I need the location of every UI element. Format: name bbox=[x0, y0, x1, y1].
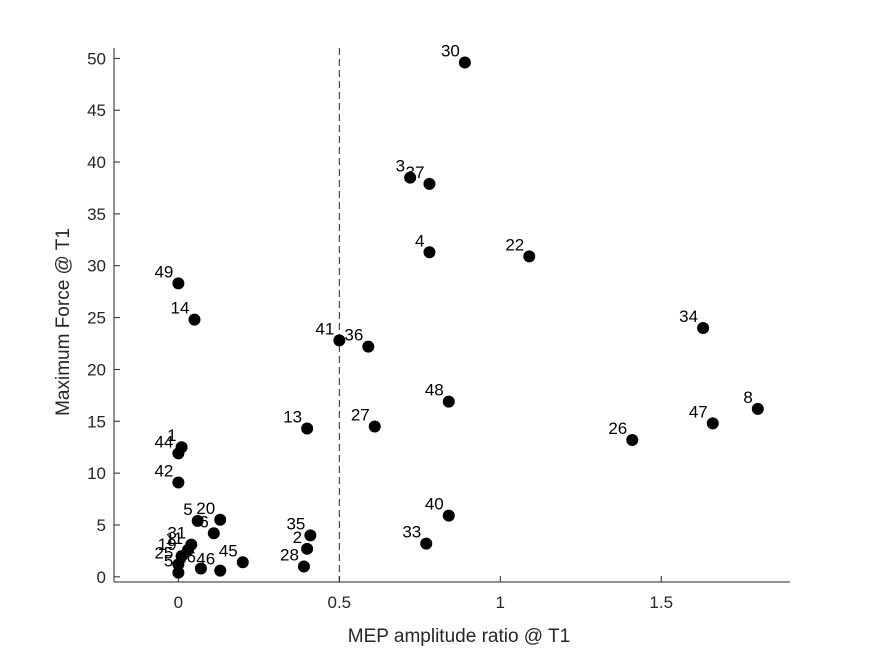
data-point bbox=[404, 171, 417, 184]
data-point bbox=[214, 564, 227, 577]
data-point bbox=[172, 277, 185, 290]
data-point bbox=[442, 509, 455, 522]
data-point-label: 8 bbox=[743, 388, 752, 407]
data-point bbox=[423, 177, 436, 190]
data-point-label: 37 bbox=[406, 163, 425, 182]
x-tick-label: 0 bbox=[174, 593, 183, 612]
data-point-label: 14 bbox=[171, 299, 190, 318]
data-point-label: 33 bbox=[402, 523, 421, 542]
data-point bbox=[423, 246, 436, 259]
y-tick-label: 20 bbox=[87, 360, 106, 379]
data-point-label: 45 bbox=[219, 541, 238, 560]
data-point-label: 31 bbox=[167, 524, 186, 543]
data-point-label: 22 bbox=[505, 235, 524, 254]
y-tick-label: 50 bbox=[87, 49, 106, 68]
data-point bbox=[706, 417, 719, 430]
y-tick-label: 35 bbox=[87, 205, 106, 224]
data-point-label: 44 bbox=[154, 432, 173, 451]
y-tick-label: 15 bbox=[87, 412, 106, 431]
y-axis-label: Maximum Force @ T1 bbox=[53, 228, 74, 416]
data-point bbox=[301, 422, 314, 435]
axes bbox=[113, 48, 790, 583]
y-tick-label: 5 bbox=[97, 516, 106, 535]
data-point-label: 13 bbox=[283, 408, 302, 427]
data-point-label: 20 bbox=[196, 499, 215, 518]
data-point bbox=[442, 395, 455, 408]
data-point bbox=[458, 56, 471, 69]
data-point-label: 28 bbox=[280, 545, 299, 564]
data-point-label: 4 bbox=[415, 231, 424, 250]
data-point bbox=[172, 476, 185, 489]
data-point bbox=[362, 340, 375, 353]
data-point bbox=[301, 542, 314, 555]
data-point-label: 40 bbox=[425, 495, 444, 514]
data-point bbox=[297, 560, 310, 573]
y-tick-label: 25 bbox=[87, 309, 106, 328]
data-point-label: 1 bbox=[167, 426, 176, 445]
y-tick-label: 45 bbox=[87, 101, 106, 120]
data-point bbox=[172, 566, 185, 579]
x-axis-label: MEP amplitude ratio @ T1 bbox=[348, 626, 570, 647]
x-tick-label: 0.5 bbox=[328, 593, 352, 612]
data-point-label: 34 bbox=[679, 307, 698, 326]
data-point-label: 19 bbox=[158, 535, 177, 554]
data-point bbox=[194, 562, 207, 575]
y-tick-label: 30 bbox=[87, 257, 106, 276]
data-point-label: 3 bbox=[396, 157, 405, 176]
data-point-label: 30 bbox=[441, 42, 460, 61]
data-point-label: 35 bbox=[286, 514, 305, 533]
data-point bbox=[191, 514, 204, 527]
data-point-label: 25 bbox=[154, 543, 173, 562]
data-point-label: 26 bbox=[608, 419, 627, 438]
data-point-label: 41 bbox=[315, 319, 334, 338]
data-point bbox=[523, 250, 536, 263]
data-point bbox=[172, 558, 185, 571]
data-point bbox=[188, 313, 201, 326]
data-point-label: 16 bbox=[177, 548, 196, 567]
x-tick-label: 1.5 bbox=[649, 593, 673, 612]
data-point-label: 36 bbox=[344, 326, 363, 345]
y-tick-label: 10 bbox=[87, 464, 106, 483]
data-point-label: 46 bbox=[196, 550, 215, 569]
y-tick-label: 0 bbox=[97, 568, 106, 587]
data-point-label: 5 bbox=[164, 552, 173, 571]
data-point bbox=[626, 433, 639, 446]
data-points bbox=[172, 56, 764, 579]
data-point-label: 49 bbox=[154, 262, 173, 281]
data-point-label: 5 bbox=[183, 500, 192, 519]
x-tick-label: 1 bbox=[496, 593, 505, 612]
data-point-label: 47 bbox=[689, 402, 708, 421]
data-point bbox=[697, 321, 710, 334]
data-point-label: 42 bbox=[154, 461, 173, 480]
data-point bbox=[420, 537, 433, 550]
data-point bbox=[207, 527, 220, 540]
data-point-label: 2 bbox=[293, 528, 302, 547]
data-point bbox=[172, 447, 185, 460]
data-point bbox=[236, 556, 249, 569]
data-point bbox=[368, 420, 381, 433]
y-tick-label: 40 bbox=[87, 153, 106, 172]
data-point-label: 27 bbox=[351, 405, 370, 424]
data-point-label: 11 bbox=[165, 529, 183, 548]
data-point-label: 6 bbox=[199, 512, 208, 531]
data-point bbox=[751, 402, 764, 415]
data-point bbox=[304, 529, 317, 542]
data-point bbox=[214, 513, 227, 526]
data-point-label: 48 bbox=[425, 381, 444, 400]
data-point bbox=[333, 334, 346, 347]
